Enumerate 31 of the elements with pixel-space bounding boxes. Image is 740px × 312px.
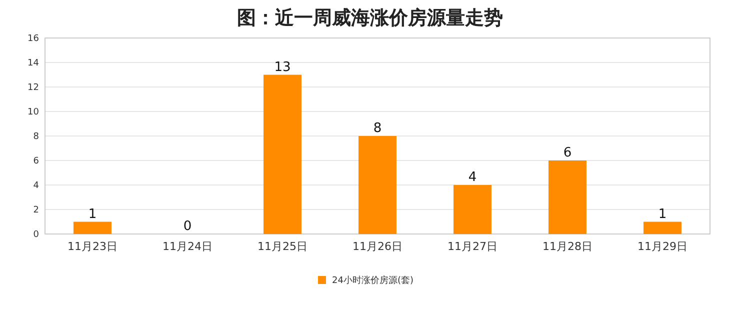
data-label: 8 <box>373 121 382 136</box>
bar <box>644 222 682 234</box>
x-tick-label: 11月26日 <box>352 240 402 253</box>
x-tick-label: 11月27日 <box>448 240 498 253</box>
y-tick-label: 14 <box>28 58 40 68</box>
y-tick-label: 4 <box>33 181 40 191</box>
data-label: 0 <box>183 219 192 234</box>
y-tick-label: 6 <box>33 156 40 166</box>
x-tick-label: 11月28日 <box>542 240 592 253</box>
data-label: 1 <box>658 206 667 222</box>
bar <box>548 160 586 234</box>
y-tick-label: 12 <box>28 83 39 93</box>
y-tick-label: 16 <box>28 34 40 44</box>
bar <box>358 136 396 234</box>
bar <box>74 222 112 234</box>
x-tick-label: 11月23日 <box>68 240 118 253</box>
x-tick-label: 11月25日 <box>258 240 308 253</box>
data-label: 4 <box>468 170 477 185</box>
y-tick-label: 10 <box>28 108 40 118</box>
x-tick-label: 11月29日 <box>638 240 688 253</box>
data-label: 13 <box>274 60 291 75</box>
x-tick-label: 11月24日 <box>162 240 212 253</box>
legend-label: 24小时涨价房源(套) <box>332 275 414 286</box>
bar <box>454 185 492 234</box>
data-label: 6 <box>563 146 572 160</box>
y-tick-label: 8 <box>33 132 40 142</box>
y-tick-label: 0 <box>33 230 40 240</box>
data-label: 1 <box>88 206 97 222</box>
y-tick-label: 2 <box>33 206 39 216</box>
chart-title: 图：近一周威海涨价房源量走势 <box>237 7 503 29</box>
bar <box>264 74 302 234</box>
